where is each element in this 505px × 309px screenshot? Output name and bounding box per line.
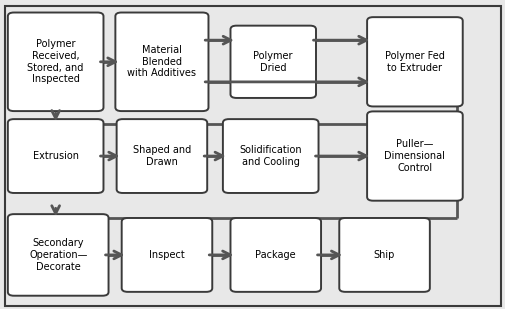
FancyBboxPatch shape — [8, 119, 103, 193]
FancyBboxPatch shape — [121, 218, 212, 292]
FancyBboxPatch shape — [115, 12, 208, 111]
FancyBboxPatch shape — [8, 214, 109, 296]
Text: Extrusion: Extrusion — [33, 151, 78, 161]
FancyBboxPatch shape — [338, 218, 429, 292]
FancyBboxPatch shape — [366, 112, 462, 201]
FancyBboxPatch shape — [230, 218, 321, 292]
Text: Ship: Ship — [373, 250, 394, 260]
Text: Solidification
and Cooling: Solidification and Cooling — [239, 145, 301, 167]
Text: Secondary
Operation—
Decorate: Secondary Operation— Decorate — [29, 238, 87, 272]
Text: Material
Blended
with Additives: Material Blended with Additives — [127, 45, 196, 78]
FancyBboxPatch shape — [366, 17, 462, 106]
Text: Shaped and
Drawn: Shaped and Drawn — [132, 145, 191, 167]
FancyBboxPatch shape — [116, 119, 207, 193]
Text: Polymer
Received,
Stored, and
Inspected: Polymer Received, Stored, and Inspected — [27, 40, 84, 84]
Text: Package: Package — [255, 250, 295, 260]
Text: Polymer
Dried: Polymer Dried — [253, 51, 292, 73]
Text: Puller—
Dimensional
Control: Puller— Dimensional Control — [384, 139, 444, 173]
Text: Inspect: Inspect — [149, 250, 184, 260]
Text: Polymer Fed
to Extruder: Polymer Fed to Extruder — [384, 51, 444, 73]
FancyBboxPatch shape — [222, 119, 318, 193]
FancyBboxPatch shape — [230, 26, 316, 98]
FancyBboxPatch shape — [8, 12, 103, 111]
